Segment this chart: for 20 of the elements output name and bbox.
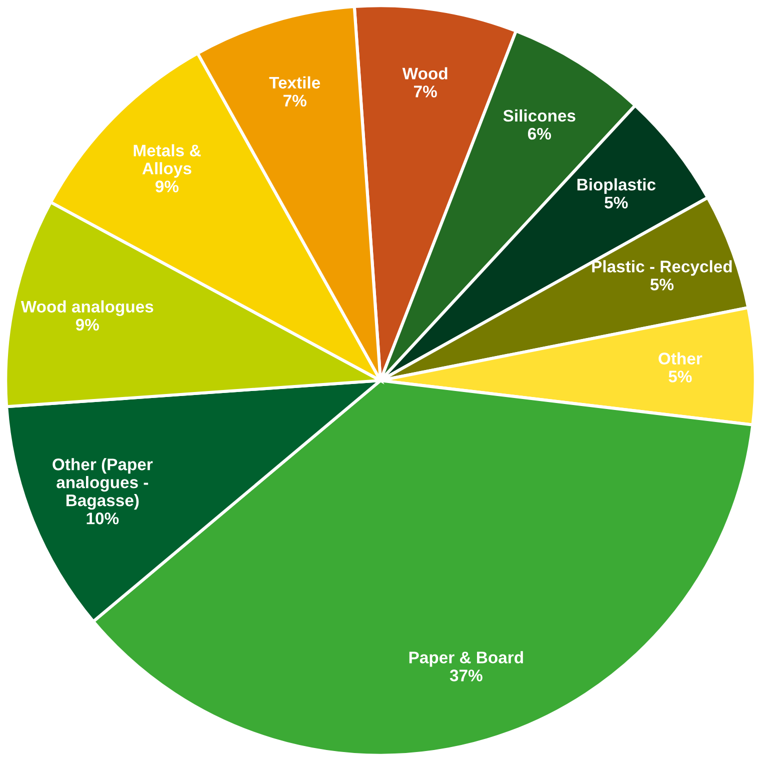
slice-label: Other (Paper analogues - Bagasse) <box>52 458 153 510</box>
data-label: 5% <box>668 370 692 382</box>
data-label: 5% <box>604 196 628 208</box>
slice-label: Wood <box>402 67 448 80</box>
data-label: 9% <box>76 318 99 331</box>
data-label: 37% <box>450 670 482 682</box>
data-label: 6% <box>528 128 552 140</box>
slice-label: Textile <box>269 76 320 89</box>
data-label: 10% <box>86 512 119 524</box>
slice-label: Wood analogues <box>20 300 154 316</box>
slice-label: Silicones <box>503 109 576 122</box>
data-label: 7% <box>414 86 437 98</box>
data-label: 9% <box>155 180 179 192</box>
slice-label: Paper & Board <box>409 651 523 667</box>
slice-label: Plastic - Recycled <box>592 260 732 276</box>
slice-label: Other <box>658 352 702 364</box>
data-label: 7% <box>283 94 306 107</box>
slice-label: Metals & Alloys <box>134 144 201 178</box>
slice-label: Bioplastic <box>577 178 656 194</box>
data-label: 5% <box>650 278 674 290</box>
